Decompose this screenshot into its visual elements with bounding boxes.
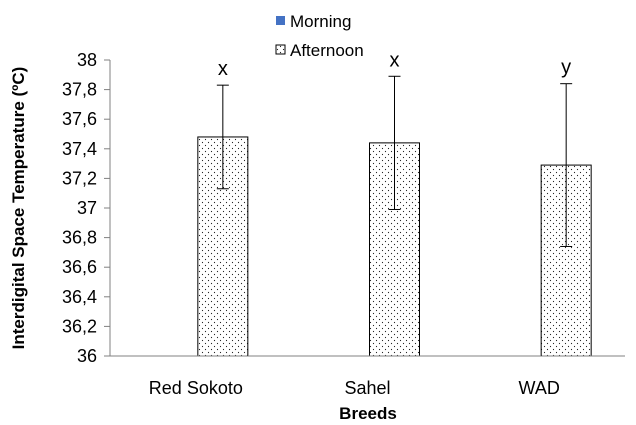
- significance-letter: x: [390, 49, 400, 71]
- y-tick-label: 38: [77, 50, 97, 70]
- y-tick-label: 37,2: [62, 168, 97, 188]
- y-tick-label: 36,2: [62, 316, 97, 336]
- x-axis-title: Breeds: [339, 404, 397, 423]
- legend-swatch-morning: [276, 16, 285, 25]
- y-axis-title: Interdigital Space Temperature (ºC): [9, 67, 28, 350]
- x-category-label: WAD: [519, 378, 560, 398]
- y-tick-label: 37: [77, 198, 97, 218]
- x-category-label: Red Sokoto: [149, 378, 243, 398]
- legend-swatch-afternoon: [275, 44, 286, 55]
- legend-label-afternoon: Afternoon: [290, 41, 364, 60]
- y-tick-label: 36,4: [62, 287, 97, 307]
- error-bars: [216, 75, 573, 247]
- y-tick-label: 36,6: [62, 257, 97, 277]
- x-category-label: Sahel: [344, 378, 390, 398]
- y-tick-label: 37,6: [62, 109, 97, 129]
- significance-letter: y: [561, 57, 571, 79]
- y-tick-label: 37,4: [62, 139, 97, 159]
- legend: Morning Afternoon: [275, 12, 364, 60]
- category-labels: Red Sokoto Sahel WAD: [149, 378, 560, 398]
- y-tick-label: 37,8: [62, 80, 97, 100]
- significance-letter: x: [218, 58, 228, 80]
- legend-label-morning: Morning: [290, 12, 351, 31]
- y-axis-ticks: 36 36,2 36,4 36,6 36,8 37 37,2 37,4 37,6 37,8 38: [62, 50, 110, 366]
- y-tick-label: 36: [77, 346, 97, 366]
- y-tick-label: 36,8: [62, 228, 97, 248]
- axes: [109, 60, 625, 357]
